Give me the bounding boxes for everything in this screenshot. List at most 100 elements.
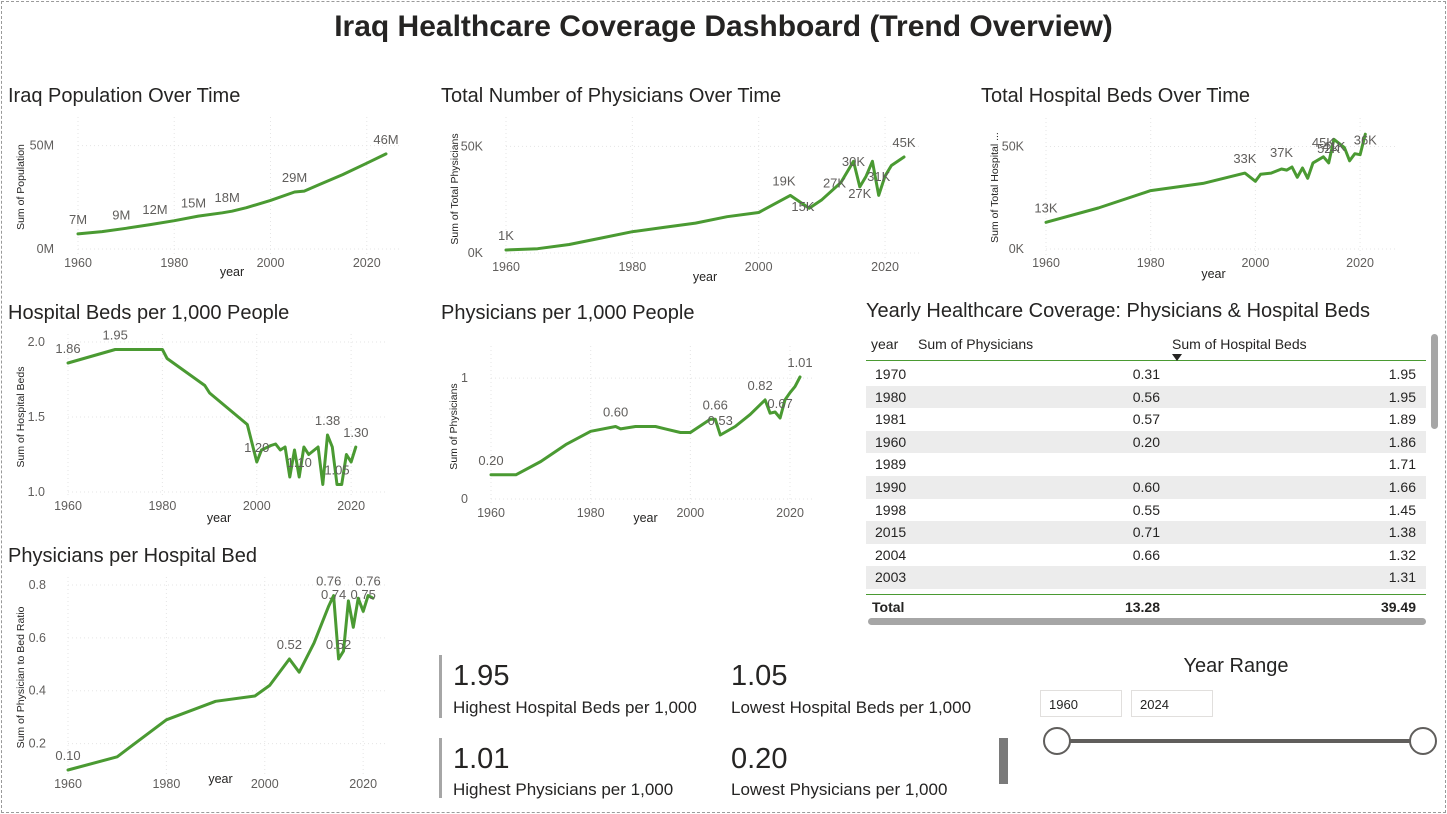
beds-per-1000-chart[interactable]: Hospital Beds per 1,000 People 1.0 1.5 2.0…	[8, 302, 418, 542]
cell-physicians: 0.60	[1132, 478, 1160, 495]
x-axis-title: year	[633, 511, 657, 525]
data-label: 37K	[1270, 145, 1293, 160]
cell-physicians: 0.57	[1132, 411, 1160, 428]
data-label: 1.01	[787, 355, 812, 370]
x-axis-title: year	[207, 511, 231, 525]
x-tick-label: 2000	[251, 777, 279, 791]
table-row[interactable]: 1970 0.31 1.95	[866, 363, 1426, 386]
data-label: 0.75	[351, 587, 376, 602]
y-tick-label: 50M	[30, 139, 54, 153]
table-title: Yearly Healthcare Coverage: Physicians &…	[866, 300, 1370, 322]
data-label: 0.82	[747, 378, 772, 393]
table-row[interactable]: 1960 0.20 1.86	[866, 430, 1426, 454]
cell-beds: 1.95	[1388, 366, 1416, 382]
cell-beds: 1.89	[1388, 411, 1416, 428]
y-tick-label: 1.0	[28, 485, 45, 499]
chart-plot: 1.0 1.5 2.0 1960 1980 2000 2020 year Sum of Hosp…	[15, 328, 385, 525]
card-lowest-beds-value: 1.05	[731, 660, 788, 692]
cell-beds: 1.95	[1388, 388, 1416, 405]
chart-title: Physicians per Hospital Bed	[8, 545, 258, 567]
x-tick-label: 2020	[776, 506, 804, 520]
data-label: 27K	[848, 186, 871, 201]
cell-beds: 1.86	[1388, 433, 1416, 450]
table-row[interactable]: 2015 0.71 1.38	[866, 521, 1426, 544]
series-line	[66, 594, 375, 772]
table-row[interactable]: 1989 1.71	[866, 453, 1426, 476]
data-label: 1.20	[244, 440, 269, 455]
cell-physicians: 0.55	[1132, 501, 1160, 518]
data-label: 19K	[772, 173, 795, 188]
year-range-start-handle[interactable]	[1043, 727, 1071, 755]
sort-descending-icon[interactable]	[1172, 354, 1182, 361]
table-row[interactable]: 1980 0.56 1.95	[866, 385, 1426, 409]
data-label: 18M	[215, 190, 240, 205]
data-label: 0.60	[603, 405, 628, 420]
x-tick-label: 2020	[871, 260, 899, 274]
x-tick-label: 2000	[1241, 256, 1269, 270]
cell-year: 1960	[875, 433, 907, 450]
dashboard-title: Iraq Healthcare Coverage Dashboard (Tren…	[334, 10, 1113, 43]
y-axis-title: Sum of Physician to Bed Ratio	[15, 606, 27, 748]
cards-scrollbar[interactable]	[999, 738, 1008, 784]
table-row[interactable]: 2004 0.66 1.32	[866, 544, 1426, 567]
y-axis-title: Sum of Total Hospital ...	[989, 132, 1001, 243]
physicians-per-1000-chart[interactable]: Physicians per 1,000 People 0 1 1960 1980 20…	[441, 302, 851, 542]
table-row[interactable]: 1981 0.57 1.89	[866, 408, 1426, 431]
year-end-input[interactable]: 2024	[1131, 690, 1213, 717]
coverage-table[interactable]: Yearly Healthcare Coverage: Physicians &…	[866, 300, 1438, 630]
horizontal-scrollbar[interactable]	[868, 618, 1426, 625]
data-label: 0.10	[55, 748, 80, 763]
cell-physicians: 0.20	[1132, 433, 1160, 450]
physicians-per-bed-chart[interactable]: Physicians per Hospital Bed 0.2 0.4 0.6 0.8…	[8, 545, 418, 800]
cell-year: 2003	[875, 569, 907, 586]
column-header-physicians[interactable]: Sum of Physicians	[918, 336, 1034, 352]
year-range-slider-track[interactable]	[1057, 739, 1423, 743]
data-label: 0.76	[355, 574, 380, 589]
y-tick-label: 0.8	[29, 578, 46, 592]
data-label: 36K	[1354, 133, 1377, 148]
y-tick-label: 50K	[461, 139, 484, 153]
x-axis-title: year	[693, 270, 717, 284]
cell-year: 1970	[875, 366, 907, 382]
physicians-chart[interactable]: Total Number of Physicians Over Time 0K 5…	[441, 85, 921, 295]
year-range-end-handle[interactable]	[1409, 727, 1437, 755]
column-header-year[interactable]: year	[871, 336, 899, 352]
x-tick-label: 2000	[243, 499, 271, 513]
chart-title: Iraq Population Over Time	[8, 85, 241, 107]
data-label: 0.53	[708, 413, 733, 428]
card-accent-bar	[439, 738, 442, 798]
year-start-input[interactable]: 1960	[1040, 690, 1122, 717]
chart-title: Total Hospital Beds Over Time	[981, 85, 1250, 107]
table-row[interactable]: 2003 1.31	[866, 566, 1426, 589]
table-row[interactable]: 1998 0.55 1.45	[866, 499, 1426, 522]
data-label: 41K	[1322, 139, 1345, 154]
data-label: 0.66	[703, 397, 728, 412]
total-beds: 39.49	[1380, 599, 1416, 615]
cell-beds: 1.45	[1388, 501, 1416, 518]
column-header-beds[interactable]: Sum of Hospital Beds	[1172, 336, 1307, 352]
cell-beds: 1.38	[1388, 524, 1416, 541]
data-label: 45K	[892, 135, 915, 150]
data-label: 30K	[842, 154, 865, 169]
vertical-scrollbar[interactable]	[1431, 334, 1438, 429]
series-line	[76, 152, 388, 236]
cell-year: 2015	[875, 524, 907, 541]
population-chart[interactable]: Iraq Population Over Time 0M 50M 1960 1980 2…	[8, 85, 418, 295]
chart-plot: 0M 50M 1960 1980 2000 2020 year Sum of Populati…	[15, 117, 401, 279]
x-tick-label: 1980	[1137, 256, 1165, 270]
data-label: 13K	[1034, 200, 1057, 215]
x-tick-label: 1960	[1032, 256, 1060, 270]
data-label: 1.86	[55, 341, 80, 356]
cell-year: 1981	[875, 411, 907, 428]
x-tick-label: 1980	[152, 777, 180, 791]
chart-plot: 0 1 1960 1980 2000 2020 year Sum of Physicians 0…	[448, 346, 815, 525]
x-tick-label: 1960	[492, 260, 520, 274]
chart-plot: 0K 50K 1960 1980 2000 2020 year Sum of Total Ho…	[989, 118, 1396, 281]
total-label: Total	[872, 599, 905, 615]
data-label: 46M	[373, 132, 398, 147]
cell-year: 2004	[875, 546, 907, 563]
table-row[interactable]: 1990 0.60 1.66	[866, 475, 1426, 499]
hospital-beds-chart[interactable]: Total Hospital Beds Over Time 0K 50K 1960 1…	[981, 85, 1411, 295]
y-tick-label: 50K	[1002, 140, 1025, 154]
